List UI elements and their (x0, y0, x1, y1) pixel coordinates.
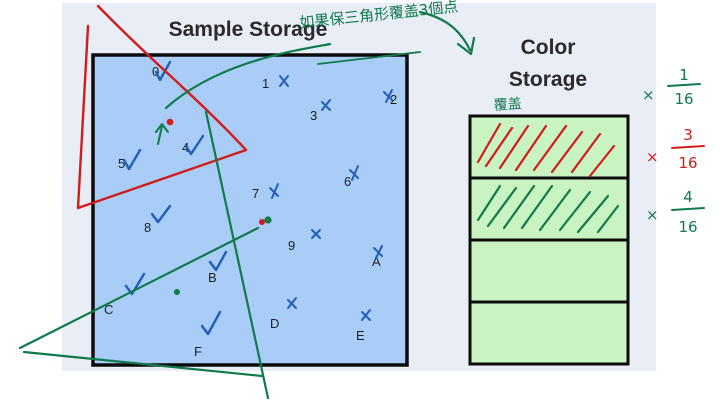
x-mark-6 (349, 165, 359, 181)
fraction-1-denominator: 16 (678, 154, 697, 172)
fraction-1-bar (671, 145, 705, 149)
green-triangle-outline (18, 42, 332, 400)
sample-label-7: 7 (252, 186, 259, 201)
fraction-2-prefix: × (646, 206, 659, 224)
note-underline (317, 51, 421, 65)
check-mark-4 (184, 134, 205, 156)
fraction-1: × 3 16 (646, 126, 705, 172)
green-arrow-up (155, 123, 169, 145)
sample-storage-title: Sample Storage (169, 18, 328, 41)
green-sample-dot (174, 289, 180, 295)
note-arrow (418, 10, 476, 56)
check-mark-8 (150, 204, 172, 224)
x-mark-7 (269, 183, 279, 199)
x-mark-1 (279, 75, 289, 87)
x-mark-d (287, 297, 297, 309)
color-storage-title-line2: Storage (509, 68, 587, 91)
sample-label-a: A (372, 254, 381, 269)
x-mark-3 (321, 99, 331, 111)
sample-label-3: 3 (310, 108, 317, 123)
sample-label-f: F (194, 344, 202, 359)
x-mark-9 (311, 229, 321, 239)
check-mark-b (208, 250, 228, 272)
x-mark-e (361, 309, 371, 321)
red-triangle-outline (76, 4, 248, 210)
color-storage (468, 114, 630, 366)
sample-label-2: 2 (390, 92, 397, 107)
fraction-0-prefix: × (642, 86, 655, 104)
red-sample-dot (166, 118, 174, 126)
sample-label-5: 5 (118, 156, 125, 171)
fraction-2-bar (671, 207, 705, 211)
sample-label-9: 9 (288, 238, 295, 253)
sample-labels: 0 1 2 3 4 5 6 7 8 9 A B C D E F (104, 64, 397, 359)
fraction-2: × 4 16 (646, 188, 705, 236)
check-marks (122, 60, 228, 336)
x-mark-a (373, 245, 383, 259)
x-mark-2 (383, 89, 393, 103)
check-mark-0 (154, 60, 172, 82)
fraction-2-numerator: 4 (683, 188, 693, 206)
fraction-0-denominator: 16 (674, 90, 693, 108)
check-mark-c (124, 272, 146, 296)
slot-0-red-hatching (476, 122, 616, 178)
sample-label-e: E (356, 328, 365, 343)
sample-label-6: 6 (344, 174, 351, 189)
sample-label-d: D (270, 316, 279, 331)
sample-label-c: C (104, 302, 113, 317)
storage-note: 覆盖 (493, 96, 522, 114)
x-marks (269, 75, 393, 321)
fraction-1-numerator: 3 (683, 126, 693, 144)
sample-label-b: B (208, 270, 217, 285)
sample-label-1: 1 (262, 76, 269, 91)
color-slot-2 (468, 238, 630, 304)
color-slot-3 (468, 300, 630, 366)
fraction-0-bar (667, 83, 701, 87)
color-slot-0 (468, 114, 630, 180)
color-storage-title-line1: Color (521, 36, 576, 59)
color-slot-1 (468, 176, 630, 242)
sample-label-8: 8 (144, 220, 151, 235)
green-center-dot (264, 216, 272, 224)
fraction-0-numerator: 1 (679, 66, 689, 84)
check-mark-f (200, 310, 222, 336)
fraction-0: × 1 16 (642, 66, 701, 108)
slot-1-green-hatching (476, 184, 620, 234)
fraction-2-denominator: 16 (678, 218, 697, 236)
fraction-1-prefix: × (646, 148, 659, 166)
check-mark-5 (122, 148, 142, 171)
red-center-dot (259, 219, 265, 225)
